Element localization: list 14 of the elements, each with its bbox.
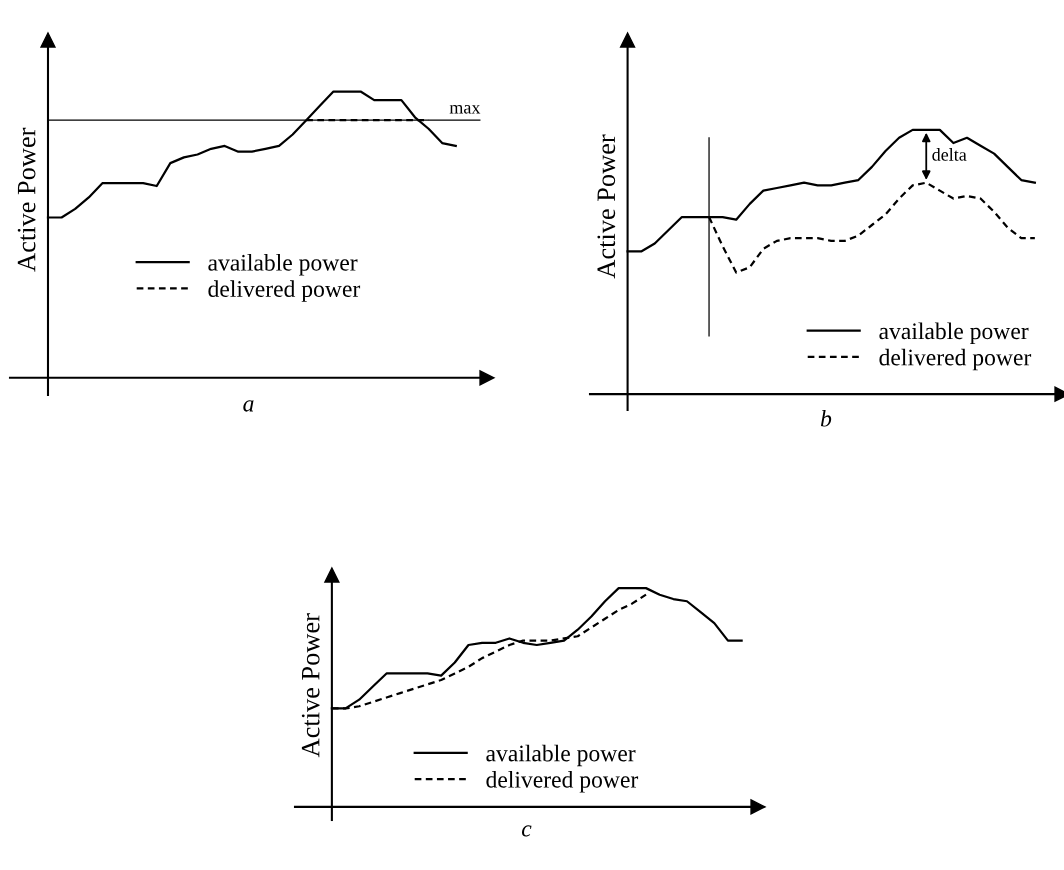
ref-line-label: max	[449, 104, 481, 114]
x-axis-title: b	[820, 410, 832, 427]
annotation: delta	[932, 148, 967, 161]
y-axis-title: Active Power	[301, 613, 320, 758]
x-axis-title: a	[243, 400, 254, 412]
legend-label: delivered power	[879, 348, 1032, 371]
legend-label: available power	[208, 254, 358, 276]
legend-label: available power	[486, 744, 636, 767]
legend-label: available power	[879, 322, 1029, 344]
y-axis-title: Active Power	[597, 134, 616, 279]
x-axis-title: c	[521, 825, 532, 837]
legend-label: delivered power	[208, 280, 361, 302]
y-axis-title: Active Power	[17, 127, 36, 272]
legend-label: delivered power	[486, 771, 639, 793]
